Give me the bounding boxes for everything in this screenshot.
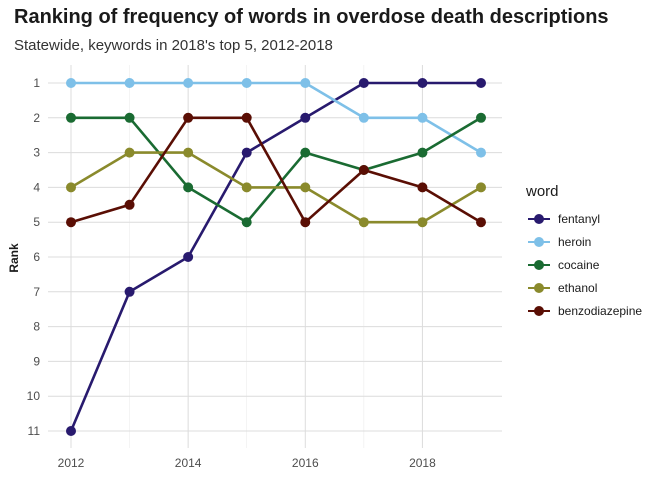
data-point-benzodiazepine <box>417 182 428 193</box>
legend-label: heroin <box>558 234 592 249</box>
data-point-ethanol <box>476 182 486 193</box>
data-point-cocaine <box>476 112 486 123</box>
y-tick-label: 9 <box>33 354 40 368</box>
data-point-heroin <box>358 112 369 123</box>
x-tick-label: 2014 <box>175 456 202 470</box>
chart-title: Ranking of frequency of words in overdos… <box>14 6 609 28</box>
data-point-benzodiazepine <box>124 199 135 210</box>
data-point-ethanol <box>124 147 135 158</box>
y-tick-label: 4 <box>33 180 40 194</box>
data-point-heroin <box>124 78 135 88</box>
data-point-cocaine <box>300 147 311 158</box>
y-tick-label: 7 <box>33 285 40 299</box>
legend-key <box>526 304 552 318</box>
series-fentanyl <box>66 78 486 436</box>
series-line-heroin <box>71 81 482 154</box>
legend-item-cocaine: cocaine <box>526 253 642 276</box>
legend-label: fentanyl <box>558 211 601 226</box>
data-point-benzodiazepine <box>476 217 486 228</box>
y-axis: 1 2 3 4 5 6 7 8 9 10 11 <box>27 76 41 438</box>
data-point-ethanol <box>417 217 428 228</box>
y-tick-label: 2 <box>33 111 40 125</box>
legend-item-heroin: heroin <box>526 230 642 253</box>
y-tick-label: 11 <box>28 424 41 438</box>
grid <box>48 65 502 448</box>
data-point-fentanyl <box>358 78 369 88</box>
data-point-fentanyl <box>124 286 135 297</box>
data-point-ethanol <box>241 182 252 193</box>
series-line-fentanyl <box>69 81 481 432</box>
y-axis-label: Rank <box>7 243 21 273</box>
data-point-fentanyl <box>66 426 76 436</box>
data-point-ethanol <box>300 182 311 193</box>
series-benzodiazepine <box>66 112 486 228</box>
data-point-heroin <box>183 78 194 88</box>
legend-key <box>526 212 552 226</box>
data-point-fentanyl <box>241 147 252 158</box>
series-line-benzodiazepine <box>70 116 482 224</box>
data-point-heroin <box>417 112 428 123</box>
data-point-fentanyl <box>300 112 311 123</box>
legend-title: word <box>526 183 559 200</box>
data-point-ethanol <box>66 182 76 193</box>
legend-label: ethanol <box>558 280 598 295</box>
data-point-cocaine <box>183 182 194 193</box>
y-tick-label: 6 <box>33 250 40 264</box>
series-line-ethanol <box>70 151 482 224</box>
legend-key <box>526 281 552 295</box>
legend-item-benzodiazepine: benzodiazepine <box>526 299 642 322</box>
data-point-benzodiazepine <box>66 217 76 228</box>
data-point-cocaine <box>241 217 252 228</box>
legend-item-fentanyl: fentanyl <box>526 207 642 230</box>
x-tick-label: 2012 <box>58 456 85 470</box>
data-point-benzodiazepine <box>241 112 252 123</box>
data-point-heroin <box>66 78 76 88</box>
y-tick-label: 1 <box>33 76 40 90</box>
series-layer <box>66 78 486 436</box>
data-point-ethanol <box>358 217 369 228</box>
legend-item-ethanol: ethanol <box>526 276 642 299</box>
data-point-cocaine <box>66 112 76 123</box>
data-point-fentanyl <box>183 252 194 262</box>
legend-key <box>526 235 552 249</box>
series-ethanol <box>66 147 486 228</box>
legend-key <box>526 258 552 272</box>
legend-label: benzodiazepine <box>558 303 643 318</box>
data-point-cocaine <box>124 112 135 123</box>
data-point-heroin <box>300 78 311 88</box>
x-tick-label: 2018 <box>409 456 436 470</box>
chart-subtitle: Statewide, keywords in 2018's top 5, 201… <box>14 37 333 54</box>
x-axis: 2012 2014 2016 2018 <box>58 456 436 470</box>
data-point-heroin <box>476 147 486 158</box>
data-point-fentanyl <box>417 78 428 88</box>
data-point-benzodiazepine <box>358 165 369 175</box>
legend: word fentanyl heroin cocaine ethanol benzodi… <box>526 183 642 322</box>
y-tick-label: 3 <box>33 146 40 160</box>
y-tick-label: 5 <box>33 215 40 229</box>
data-point-benzodiazepine <box>183 112 194 123</box>
data-point-ethanol <box>183 147 194 158</box>
data-point-benzodiazepine <box>300 217 311 228</box>
data-point-cocaine <box>417 147 428 158</box>
series-heroin <box>66 78 486 158</box>
x-tick-label: 2016 <box>292 456 319 470</box>
y-tick-label: 8 <box>33 320 40 334</box>
data-point-heroin <box>241 78 252 88</box>
legend-label: cocaine <box>558 257 600 272</box>
data-point-fentanyl <box>476 78 486 88</box>
y-tick-label: 10 <box>27 389 41 403</box>
